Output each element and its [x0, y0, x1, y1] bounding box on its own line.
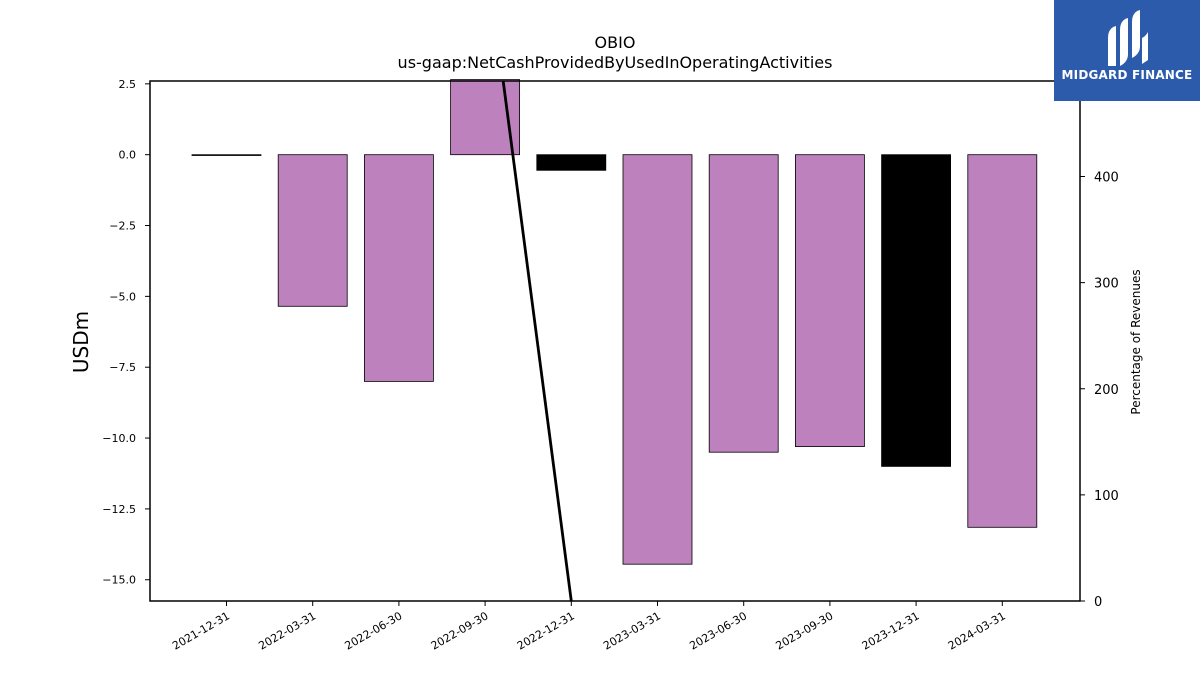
x-tick-label: 2022-03-31 — [256, 609, 318, 652]
x-tick-label: 2023-12-31 — [860, 609, 922, 652]
plot-frame — [149, 80, 1081, 602]
x-tick-label: 2022-12-31 — [515, 609, 577, 652]
brand-logo: MIDGARD FINANCE — [1054, 0, 1200, 101]
percentage-line-layer — [501, 81, 573, 601]
bar — [622, 154, 693, 565]
y-tick-label: −2.5 — [109, 220, 136, 233]
bar — [536, 154, 607, 171]
y2-tick-label: 0 — [1094, 595, 1102, 610]
x-tick-label: 2023-06-30 — [687, 609, 749, 652]
y-axis: 2.5 0.0 −2.5 −5.0 −7.5 −10.0 −12.5 −15.0 — [102, 78, 150, 587]
logo-mark-icon — [1108, 10, 1148, 66]
bar — [708, 154, 779, 453]
x-tick-label: 2024-03-31 — [946, 609, 1008, 652]
chart-subtitle: us-gaap:NetCashProvidedByUsedInOperating… — [398, 53, 833, 72]
x-tick-label: 2022-09-30 — [429, 609, 491, 652]
bar — [967, 154, 1038, 528]
x-tick-label: 2021-12-31 — [170, 609, 232, 652]
percentage-line — [501, 81, 573, 601]
y2-tick-label: 200 — [1094, 383, 1119, 398]
y2-axis: 0 100 200 300 400 — [1080, 171, 1119, 610]
y-tick-label: 0.0 — [119, 149, 137, 162]
y-tick-label: 2.5 — [119, 78, 137, 91]
y-tick-label: −12.5 — [102, 503, 136, 516]
bar — [881, 154, 951, 467]
y-tick-label: −10.0 — [102, 432, 136, 445]
y-tick-label: −5.0 — [109, 290, 136, 303]
y2-tick-label: 100 — [1094, 489, 1119, 504]
y-tick-label: −15.0 — [102, 574, 136, 587]
y2-tick-label: 300 — [1094, 277, 1119, 292]
bars — [191, 79, 1038, 565]
x-tick-label: 2023-03-31 — [601, 609, 663, 652]
x-axis: 2021-12-31 2022-03-31 2022-06-30 2022-09-30… — [170, 601, 1008, 653]
logo-text: MIDGARD FINANCE — [1061, 68, 1193, 82]
x-tick-label: 2022-06-30 — [343, 609, 405, 652]
y-tick-label: −7.5 — [109, 361, 136, 374]
bar — [795, 154, 865, 447]
chart-title: OBIO — [595, 33, 636, 52]
bar — [191, 154, 262, 156]
y-axis-label: USDm — [69, 311, 93, 373]
bar — [363, 154, 434, 382]
y2-tick-label: 400 — [1094, 171, 1119, 186]
bar — [277, 154, 348, 307]
x-tick-label: 2023-09-30 — [774, 609, 836, 652]
y2-axis-label: Percentage of Revenues — [1129, 269, 1143, 414]
